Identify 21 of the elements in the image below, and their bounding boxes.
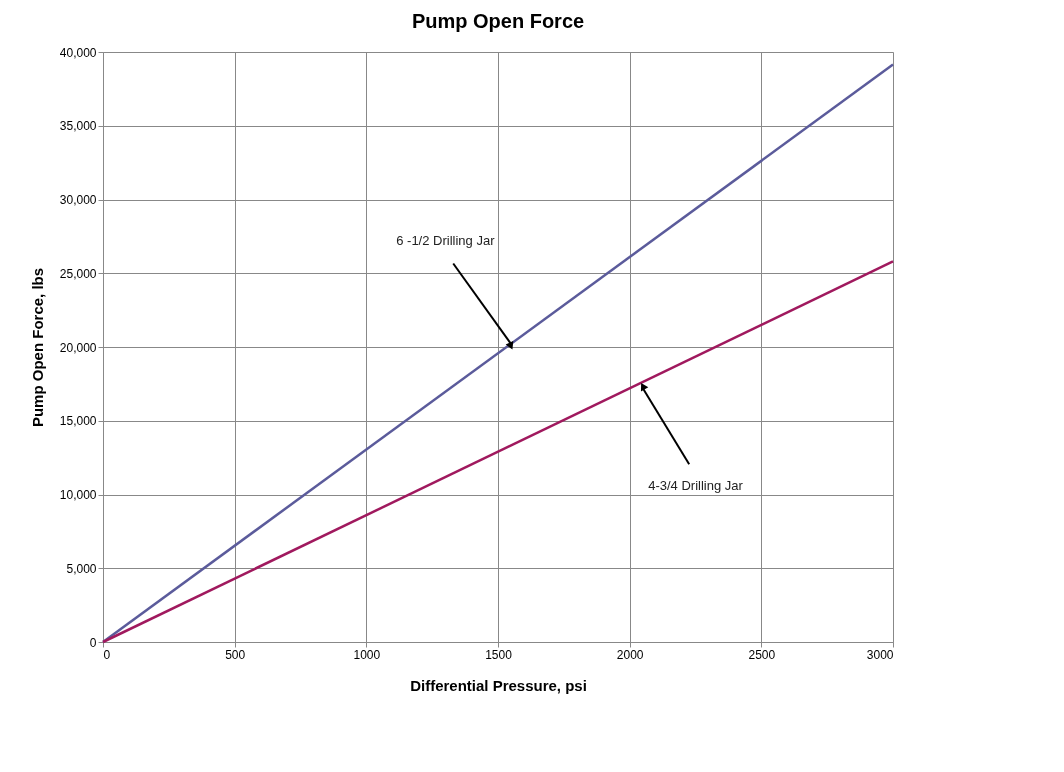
- chart-title: Pump Open Force: [411, 10, 585, 32]
- x-tick-label: 2000: [616, 647, 644, 662]
- y-tick-label: 15,000: [59, 414, 97, 429]
- y-tick-label: 0: [89, 635, 97, 650]
- y-tick-label: 35,000: [59, 119, 97, 134]
- y-tick-label: 5,000: [66, 561, 97, 576]
- y-tick-label: 30,000: [59, 193, 97, 207]
- y-tick-label: 20,000: [59, 340, 97, 355]
- x-tick-label: 1000: [353, 647, 381, 662]
- y-tick-label: 25,000: [59, 266, 97, 281]
- y-axis-title: Pump Open Force, lbs: [28, 267, 46, 428]
- x-tick-label: 1500: [485, 647, 513, 662]
- x-tick-label: 3000: [866, 647, 894, 662]
- annotation: 4-3/4 Drilling Jar: [648, 477, 744, 493]
- x-tick-label: 500: [225, 647, 246, 662]
- annotation: 6 -1/2 Drilling Jar: [396, 232, 496, 248]
- x-tick-label: 0: [103, 647, 111, 662]
- y-tick-label: 40,000: [59, 45, 97, 60]
- x-tick-label: 2500: [748, 647, 776, 662]
- y-tick-label: 10,000: [59, 488, 97, 502]
- x-axis-title: Differential Pressure, psi: [410, 676, 587, 694]
